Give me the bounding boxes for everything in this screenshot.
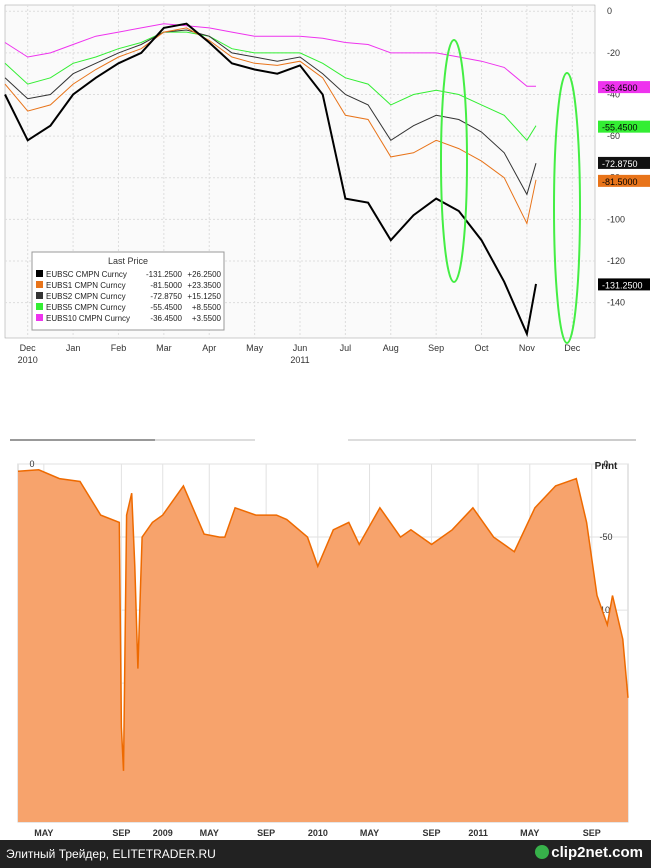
bottom-x-tick-label: SEP <box>423 828 441 838</box>
bottom-area-chart: MAY SEP 2009 MAY SEP 2010 MAY SEP 2011 MAY SEP 0 0 -5… <box>10 439 636 838</box>
legend-series-name: EUBSC CMPN Curncy <box>46 270 127 279</box>
top-x-tick-label: Sep <box>428 343 444 353</box>
bottom-x-tick-label: MAY <box>200 828 219 838</box>
legend-change-value: +26.2500 <box>187 270 221 279</box>
legend-swatch <box>36 303 43 310</box>
bottom-y-tick-label-right: -50 <box>599 532 612 542</box>
highlight-ellipse-nov <box>553 72 581 344</box>
last-price-label: -131.2500 <box>602 280 643 290</box>
top-x-tick-label: Feb <box>111 343 127 353</box>
legend-change-value: +15.1250 <box>187 292 221 301</box>
legend-series-name: EUBS5 CMPN Curncy <box>46 303 126 312</box>
top-y-tick-label: 0 <box>607 6 612 16</box>
legend-last-value: -81.5000 <box>150 281 182 290</box>
legend-swatch <box>36 292 43 299</box>
series-line-eubs10 <box>4 23 536 87</box>
legend-title: Last Price <box>108 256 148 266</box>
bottom-y-tick-label-right: 0 <box>603 459 608 469</box>
top-y-tick-label: -60 <box>607 131 620 141</box>
area-series-line <box>17 469 629 771</box>
legend-change-value: +23.3500 <box>187 281 221 290</box>
bottom-x-tick-label: MAY <box>520 828 539 838</box>
highlight-ellipse-sep <box>440 39 468 283</box>
legend-change-value: +3.5500 <box>192 314 222 323</box>
top-x-tick-label: Jun <box>293 343 308 353</box>
bottom-y-tick-label-left: 0 <box>29 459 34 469</box>
legend-last-value: -36.4500 <box>150 314 182 323</box>
bottom-x-tick-label: SEP <box>112 828 130 838</box>
bottom-x-tick-label: SEP <box>257 828 275 838</box>
top-x-tick-label: Mar <box>156 343 172 353</box>
clip2net-logo-icon <box>535 845 550 859</box>
clip2net-logo: clip2net.com <box>535 844 643 861</box>
clip2net-logo-text: clip2net.com <box>551 844 643 861</box>
top-x-tick-label: Nov <box>519 343 536 353</box>
print-label: Print <box>595 461 618 472</box>
bottom-x-tick-label: 2009 <box>153 828 173 838</box>
last-price-label: -36.4500 <box>602 83 638 93</box>
bottom-x-tick-label: MAY <box>360 828 379 838</box>
top-x-tick-label: Jul <box>340 343 352 353</box>
last-price-label: -72.8750 <box>602 159 638 169</box>
bottom-y-tick-label-right: -100 <box>597 605 615 615</box>
legend-series-name: EUBS2 CMPN Curncy <box>46 292 126 301</box>
footer-bar: Элитный Трейдер, ELITETRADER.RU clip2net… <box>0 840 651 868</box>
last-price-label: -81.5000 <box>602 177 638 187</box>
last-price-marker <box>598 156 650 169</box>
top-x-tick-label: Dec <box>564 343 581 353</box>
legend-last-value: -72.8750 <box>150 292 182 301</box>
top-x-tick-label: Aug <box>383 343 399 353</box>
bottom-x-tick-label: SEP <box>583 828 601 838</box>
series-line-eubsc <box>4 22 537 338</box>
top-x-tick-label: Oct <box>475 343 490 353</box>
footer-text: Элитный Трейдер, ELITETRADER.RU <box>6 847 216 861</box>
top-x-tick-label: Dec <box>20 343 37 353</box>
top-swap-spread-chart: Dec Jan Feb Mar Apr May Jun Jul Aug Sep Oct Nov Dec 2… <box>4 4 650 365</box>
top-year-label: 2010 <box>18 355 38 365</box>
legend-series-name: EUBS10 CMPN Curncy <box>46 314 130 323</box>
series-line-eubs5 <box>4 31 537 142</box>
area-fill <box>18 469 628 822</box>
last-price-marker <box>598 81 650 94</box>
legend-series-name: EUBS1 CMPN Curncy <box>46 281 126 290</box>
legend-swatch <box>36 281 43 288</box>
legend-last-value: -55.4500 <box>150 303 182 312</box>
bottom-x-tick-label: MAY <box>34 828 53 838</box>
legend-swatch <box>36 314 43 321</box>
top-x-tick-label: Jan <box>66 343 81 353</box>
legend-last-value: -131.2500 <box>146 270 183 279</box>
legend-swatch <box>36 270 43 277</box>
series-line-eubs2 <box>4 29 537 196</box>
top-y-tick-label: -120 <box>607 256 625 266</box>
last-price-marker <box>598 174 650 187</box>
top-x-tick-label: May <box>246 343 264 353</box>
last-price-marker <box>598 278 650 291</box>
series-line-eubs1 <box>4 27 537 226</box>
bottom-x-tick-label: 2011 <box>468 828 488 838</box>
bottom-x-tick-label: 2010 <box>308 828 328 838</box>
top-y-tick-label: -20 <box>607 48 620 58</box>
last-price-marker <box>598 120 650 133</box>
top-legend-box <box>31 251 225 331</box>
top-x-tick-label: Apr <box>202 343 216 353</box>
top-y-tick-label: -100 <box>607 214 625 224</box>
last-price-label: -55.4500 <box>602 123 638 133</box>
legend-change-value: +8.5500 <box>192 303 222 312</box>
top-y-tick-label: -140 <box>607 298 625 308</box>
top-y-tick-label: -40 <box>607 89 620 99</box>
top-year-label: 2011 <box>290 355 309 365</box>
